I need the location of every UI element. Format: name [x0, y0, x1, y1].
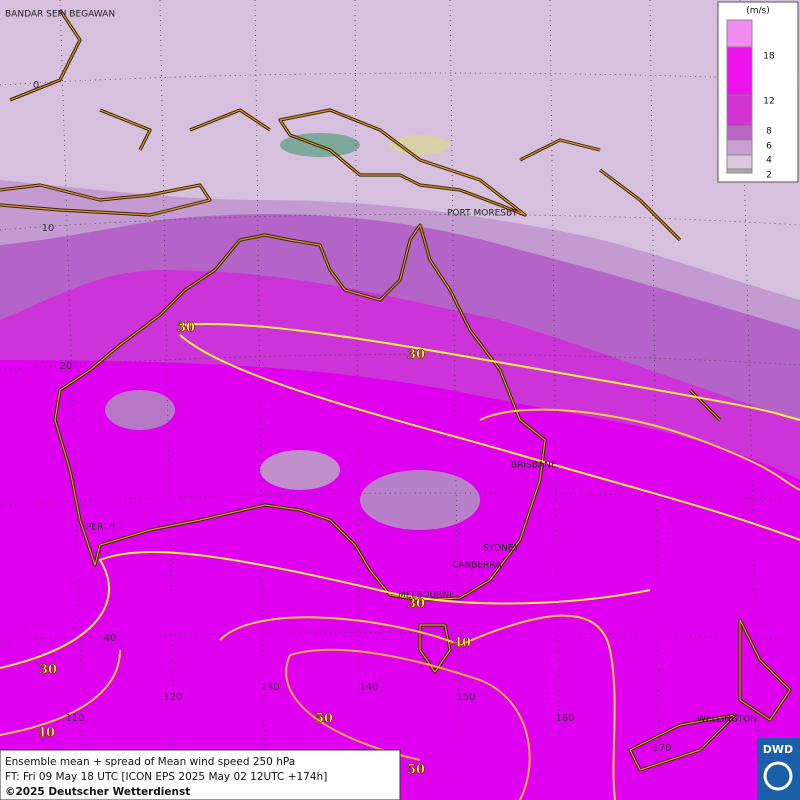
legend-label: 12: [763, 97, 774, 107]
footer-box: [0, 749, 401, 800]
footer-line: FT: Fri 09 May 18 UTC [ICON EPS 2025 May…: [5, 771, 327, 783]
contour-label: 30: [177, 321, 195, 336]
legend-swatch: [726, 94, 753, 127]
latitude-label: 20: [60, 361, 73, 372]
legend-swatch: [726, 168, 753, 174]
contour-label: 40: [37, 726, 55, 741]
city-label: BANDAR SERI BEGAWAN: [5, 10, 115, 20]
legend: (m/s) 18 12 8 6 4 2: [717, 1, 799, 183]
longitude-label: 140: [359, 682, 378, 693]
legend-swatch: [726, 139, 753, 156]
spread-patch: [360, 470, 480, 530]
latitude-label: 0: [33, 80, 39, 91]
city-label: MELBOURNE: [398, 591, 455, 601]
longitude-label: 150: [456, 692, 475, 703]
longitude-label: 120: [163, 692, 182, 703]
legend-swatch: [726, 19, 753, 48]
contour-label: 50: [407, 763, 425, 778]
contour-label: 30: [39, 663, 57, 678]
contour-label: 30: [407, 348, 425, 363]
legend-swatch: [726, 125, 753, 141]
longitude-label: 170: [652, 743, 671, 754]
longitude-label: 110: [65, 713, 84, 724]
coastlines: [0, 9, 792, 772]
contour-label: 30: [407, 597, 425, 612]
legend-unit: (m/s): [746, 6, 770, 16]
contour-label: 40: [453, 636, 471, 651]
legend-label: 18: [763, 52, 775, 62]
city-label: BRISBANE: [511, 461, 557, 471]
logo: DWD: [763, 743, 793, 756]
footer-line: Ensemble mean + spread of Mean wind spee…: [5, 756, 295, 768]
legend-swatch: [726, 46, 753, 96]
longitude-label: 130: [260, 682, 279, 693]
spread-patch: [260, 450, 340, 490]
longitude-label: 160: [555, 713, 574, 724]
spread-patch: [105, 390, 175, 430]
logo-icon: [763, 761, 793, 791]
legend-label: 6: [766, 142, 772, 152]
city-label: PERTH: [86, 523, 115, 533]
latitude-label: 40: [104, 633, 117, 644]
city-label: WELLINGTON: [697, 715, 757, 725]
legend-swatch: [726, 154, 753, 170]
city-label: CANBERRA: [452, 561, 502, 571]
legend-label: 2: [766, 171, 772, 181]
city-label: SYDNEY: [483, 544, 520, 554]
legend-label: 8: [766, 127, 772, 137]
contour-label: 50: [315, 712, 333, 727]
footer-line: ©2025 Deutscher Wetterdienst: [5, 786, 190, 798]
legend-label: 4: [766, 156, 772, 166]
latitude-label: 10: [42, 223, 55, 234]
city-label: PORT MORESBY: [447, 209, 518, 219]
